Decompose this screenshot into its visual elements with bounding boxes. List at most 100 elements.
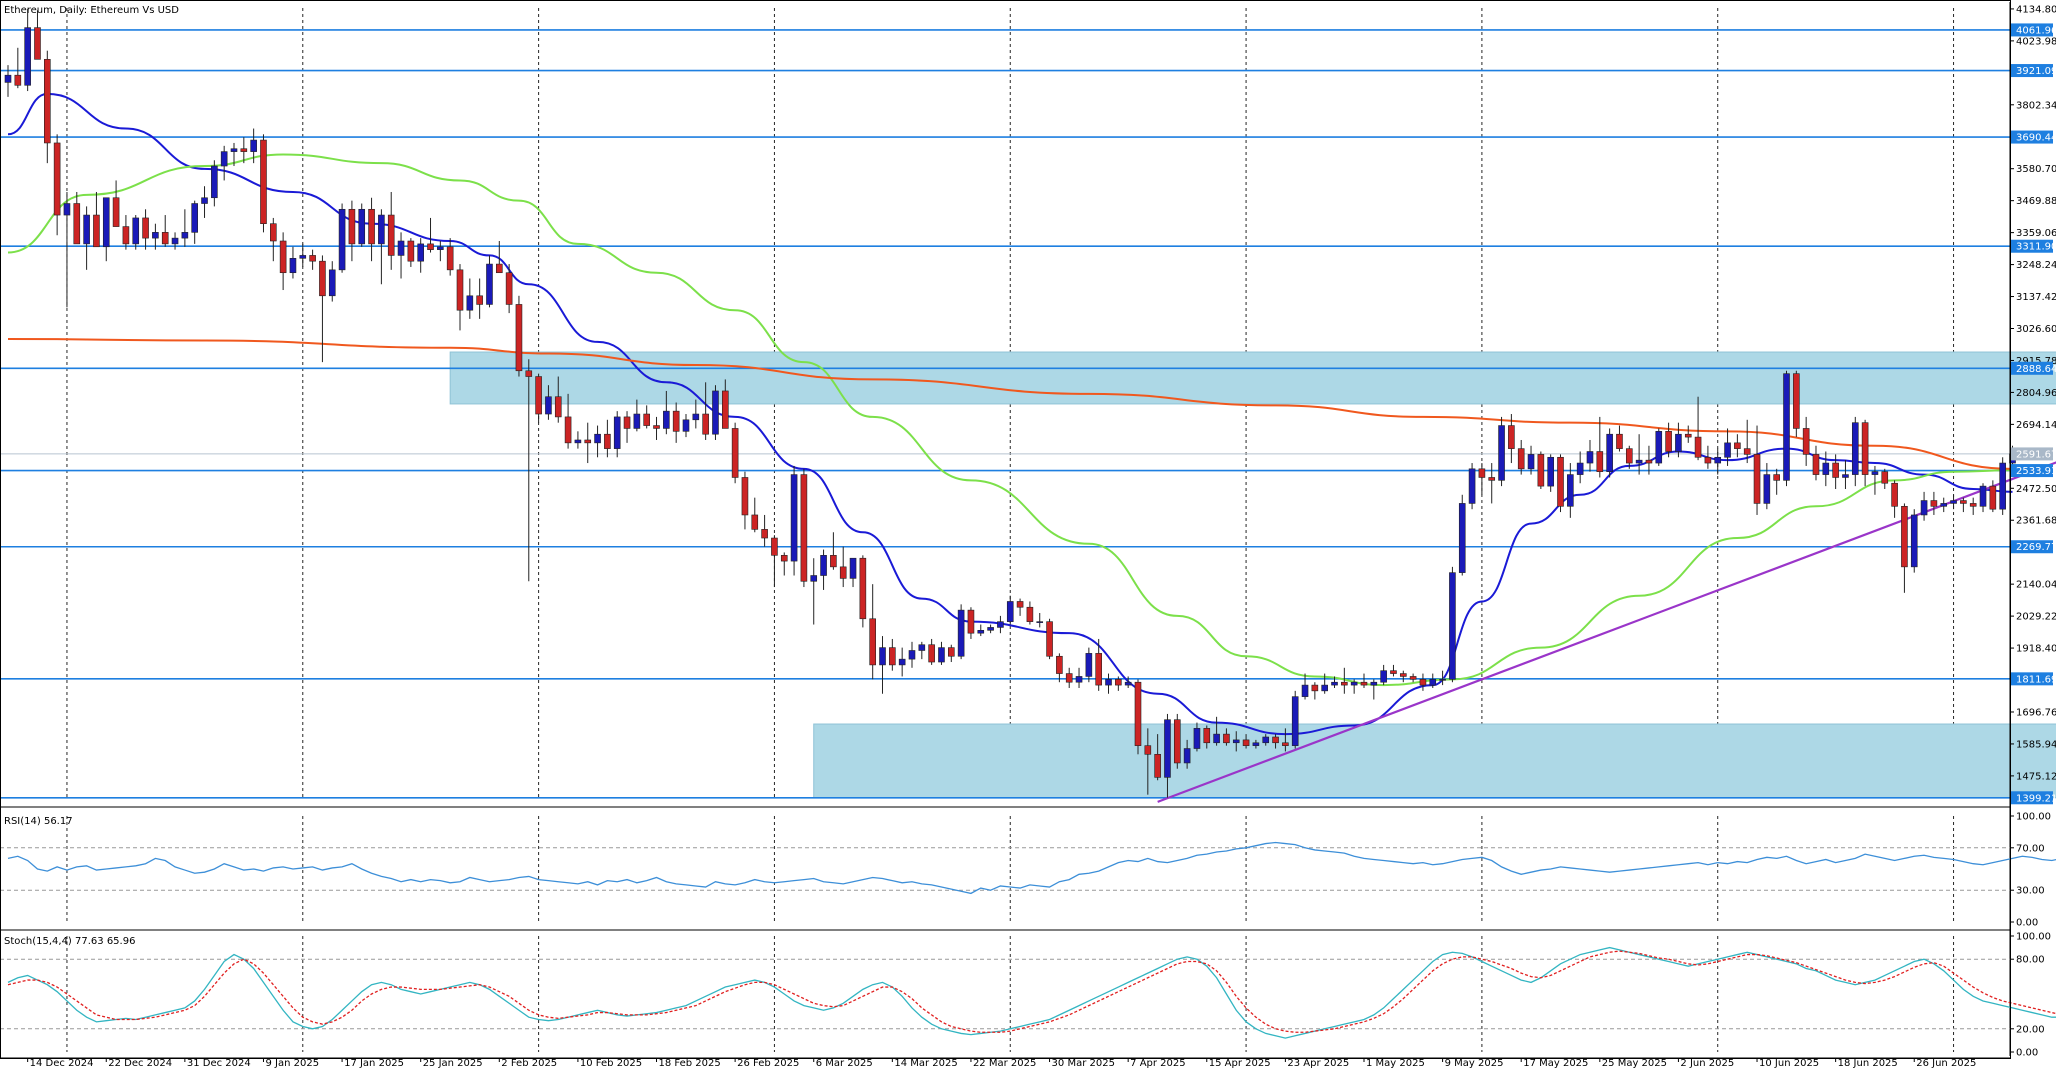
candle-body-down — [279, 240, 287, 274]
candle — [1979, 483, 1987, 513]
candle — [1576, 451, 1584, 484]
candle-body-up — [102, 197, 110, 248]
candle-body-up — [1606, 433, 1613, 472]
time-tick-label: 23 Apr 2025 — [1287, 1058, 1349, 1069]
candle-body-up — [250, 139, 257, 152]
price-tag-box — [2011, 23, 2053, 37]
candle-body-down — [260, 139, 267, 225]
price-tick-label: 1696.76 — [2016, 707, 2056, 718]
candle-body-up — [1655, 431, 1663, 464]
price-tag-box — [2011, 540, 2053, 554]
candle-body-up — [83, 214, 90, 245]
candle-body-up — [663, 410, 670, 429]
candle — [112, 180, 120, 227]
time-tick-label: 26 Feb 2025 — [737, 1058, 799, 1069]
candle — [1370, 679, 1378, 700]
candle-body-up — [1006, 601, 1014, 622]
price-tick-label: 3026.60 — [2016, 324, 2056, 335]
candle — [122, 215, 130, 250]
candle-body-down — [456, 269, 464, 311]
horizontal-levels — [0, 29, 2010, 799]
candle-body-up — [1498, 425, 1505, 481]
candle-body-down — [1861, 422, 1869, 475]
time-tick-label: 7 Apr 2025 — [1130, 1058, 1185, 1069]
candle-body-up — [220, 151, 228, 167]
time-tick-label: 9 Jan 2025 — [265, 1058, 319, 1069]
candle-body-down — [1969, 503, 1977, 507]
candle — [24, 8, 31, 92]
candle — [53, 134, 61, 236]
candle — [1046, 618, 1053, 660]
candle — [1665, 422, 1672, 458]
candle — [1429, 673, 1437, 688]
candle — [1213, 716, 1220, 746]
candle — [83, 206, 90, 270]
candle-body-down — [1360, 681, 1368, 686]
candle-body-down — [604, 433, 611, 449]
candle — [800, 468, 808, 588]
candle — [918, 641, 926, 660]
time-tick-label: 14 Dec 2024 — [30, 1058, 94, 1069]
candle — [1252, 739, 1260, 749]
candle — [486, 255, 493, 308]
candle — [751, 497, 759, 533]
candle — [1144, 728, 1152, 795]
candle — [456, 264, 464, 331]
price-tags: 4061.96 3921.09 3690.44 3311.90 2888.64 2591.… — [2011, 23, 2056, 805]
time-tick-label: 26 Jun 2025 — [1916, 1058, 1976, 1069]
price-axis: 4134.80 4023.98 3802.34 3580.70 3469.88 3359.… — [2009, 2, 2056, 1056]
candle — [967, 607, 975, 639]
candle-body-down — [1645, 459, 1653, 464]
candle-body-down — [1242, 739, 1250, 746]
candle-body-up — [1252, 742, 1260, 746]
candle-body-up — [938, 647, 945, 663]
candle-body-up — [712, 390, 719, 435]
osc-tick-label: 80.00 — [2016, 955, 2045, 966]
candle — [368, 197, 375, 262]
candle — [1056, 653, 1063, 683]
price-tick-label: 2361.68 — [2016, 516, 2056, 527]
candle-body-up — [1380, 670, 1387, 683]
candle-body-down — [1026, 606, 1034, 622]
candle — [1449, 566, 1456, 683]
candle-body-down — [1272, 736, 1279, 744]
candle — [987, 624, 994, 634]
candle-body-up — [594, 433, 601, 444]
time-tick-label: 2 Jun 2025 — [1680, 1058, 1734, 1069]
candle-body-up — [171, 237, 179, 245]
candle — [1036, 613, 1044, 628]
candle — [358, 203, 366, 247]
candle — [1734, 434, 1741, 458]
candle — [1193, 722, 1201, 752]
candle-body-up — [1468, 468, 1476, 504]
candle-body-down — [584, 439, 592, 444]
candle-body-down — [1812, 454, 1820, 475]
candle — [201, 186, 208, 218]
price-tick-label: 1585.94 — [2016, 739, 2056, 750]
candle — [1508, 414, 1515, 464]
candle — [1557, 454, 1564, 513]
candle — [505, 264, 513, 314]
candle-body-down — [1065, 673, 1073, 683]
price-tick-label: 1475.12 — [2016, 771, 2056, 782]
candle — [270, 217, 277, 262]
candle — [495, 241, 503, 274]
candle-body-up — [1291, 696, 1299, 746]
candle-body-up — [1370, 681, 1378, 686]
price-tag: 3311.90 — [2011, 239, 2056, 253]
candle — [643, 405, 650, 429]
candle-body-up — [1979, 485, 1987, 507]
candle-body-down — [1743, 448, 1751, 455]
candle-body-down — [427, 243, 434, 250]
candle-body-up — [486, 263, 493, 305]
time-tick-label: 9 May 2025 — [1445, 1058, 1504, 1069]
candle — [525, 359, 533, 582]
candle — [1753, 425, 1761, 515]
candle-body-down — [869, 618, 876, 666]
candle-body-up — [1429, 679, 1437, 686]
candle-body-down — [751, 514, 759, 530]
candle-body-down — [889, 647, 896, 666]
candle-body-down — [1960, 500, 1967, 504]
